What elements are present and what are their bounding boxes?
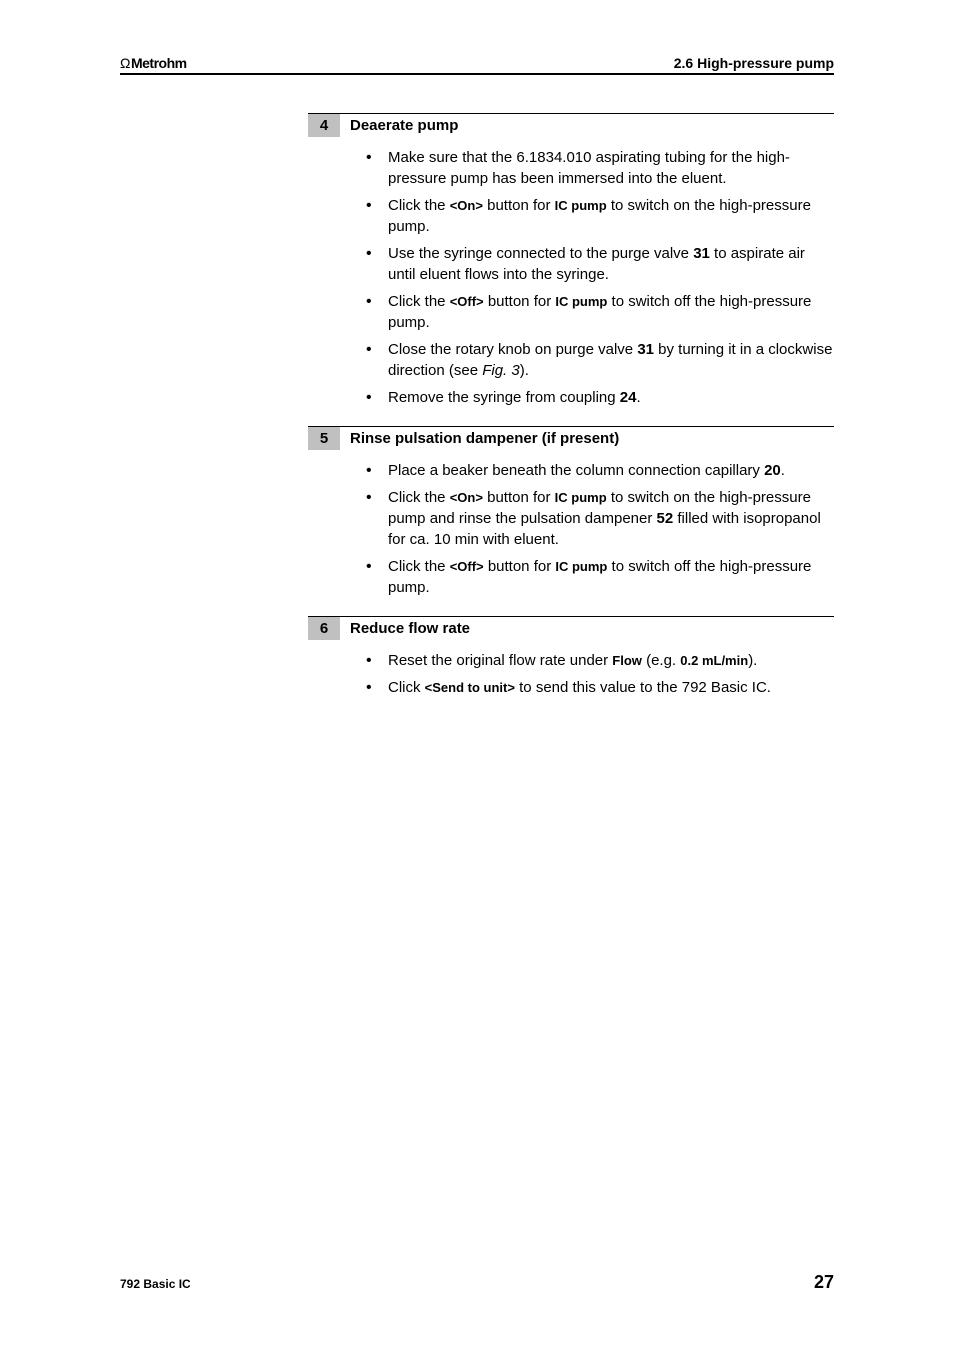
list-item: Place a beaker beneath the column connec… (366, 460, 834, 481)
logo-text: Metrohm (131, 55, 187, 71)
page-number: 27 (814, 1272, 834, 1293)
step-list: Reset the original flow rate under Flow … (308, 650, 834, 698)
main-content: 4Deaerate pump Make sure that the 6.1834.… (308, 113, 834, 698)
step-block: 6Reduce flow rate Reset the original flow… (308, 616, 834, 698)
step-header: 5Rinse pulsation dampener (if present) (308, 426, 834, 450)
step-list: Make sure that the 6.1834.010 aspirating… (308, 147, 834, 408)
step-title: Reduce flow rate (340, 617, 470, 640)
step-number: 4 (308, 114, 340, 137)
list-item: Reset the original flow rate under Flow … (366, 650, 834, 671)
step-header: 6Reduce flow rate (308, 616, 834, 640)
step-header: 4Deaerate pump (308, 113, 834, 137)
brand-logo: ΩMetrohm (120, 55, 187, 71)
page-header: ΩMetrohm 2.6 High-pressure pump (120, 55, 834, 75)
list-item: Click the <Off> button for IC pump to sw… (366, 556, 834, 598)
step-block: 4Deaerate pump Make sure that the 6.1834.… (308, 113, 834, 408)
list-item: Close the rotary knob on purge valve 31 … (366, 339, 834, 381)
list-item: Use the syringe connected to the purge v… (366, 243, 834, 285)
step-list: Place a beaker beneath the column connec… (308, 460, 834, 598)
list-item: Click the <Off> button for IC pump to sw… (366, 291, 834, 333)
list-item: Remove the syringe from coupling 24. (366, 387, 834, 408)
list-item: Click the <On> button for IC pump to swi… (366, 487, 834, 550)
step-number: 5 (308, 427, 340, 450)
page-footer: 792 Basic IC 27 (120, 1272, 834, 1293)
footer-product: 792 Basic IC (120, 1277, 191, 1291)
list-item: Click <Send to unit> to send this value … (366, 677, 834, 698)
list-item: Make sure that the 6.1834.010 aspirating… (366, 147, 834, 189)
step-title: Rinse pulsation dampener (if present) (340, 427, 619, 450)
section-reference: 2.6 High-pressure pump (674, 55, 834, 71)
step-title: Deaerate pump (340, 114, 458, 137)
step-block: 5Rinse pulsation dampener (if present) Pl… (308, 426, 834, 598)
step-number: 6 (308, 617, 340, 640)
logo-omega-icon: Ω (120, 55, 130, 71)
list-item: Click the <On> button for IC pump to swi… (366, 195, 834, 237)
page: ΩMetrohm 2.6 High-pressure pump 4Deaerat… (0, 0, 954, 1351)
